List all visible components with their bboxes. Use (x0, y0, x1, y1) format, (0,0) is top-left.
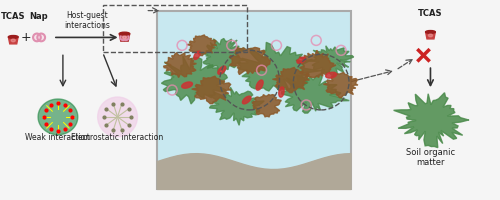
Polygon shape (192, 76, 231, 104)
Polygon shape (200, 38, 245, 73)
Ellipse shape (426, 31, 436, 33)
Ellipse shape (122, 36, 126, 39)
Polygon shape (164, 53, 196, 78)
Polygon shape (296, 50, 336, 77)
Ellipse shape (8, 36, 18, 38)
Polygon shape (38, 99, 78, 135)
Polygon shape (308, 46, 354, 76)
Text: Soil organic
matter: Soil organic matter (406, 148, 455, 167)
Polygon shape (120, 34, 130, 41)
Ellipse shape (120, 32, 130, 35)
Text: Host-guest
interactions: Host-guest interactions (64, 11, 110, 30)
Polygon shape (238, 42, 325, 91)
Polygon shape (279, 87, 284, 97)
Polygon shape (208, 87, 264, 125)
Polygon shape (162, 56, 228, 104)
Polygon shape (218, 66, 226, 74)
Circle shape (98, 97, 138, 137)
Circle shape (124, 35, 128, 40)
Polygon shape (158, 154, 351, 189)
Ellipse shape (428, 34, 432, 37)
Text: Weak interaction: Weak interaction (26, 133, 90, 142)
Text: Electrostatic interaction: Electrostatic interaction (72, 133, 164, 142)
Text: Nap: Nap (30, 12, 48, 21)
Polygon shape (426, 32, 436, 39)
Text: TCAS: TCAS (418, 9, 442, 18)
Polygon shape (8, 37, 18, 44)
Polygon shape (282, 74, 350, 113)
Polygon shape (230, 47, 270, 75)
Polygon shape (252, 95, 282, 117)
Polygon shape (182, 82, 192, 88)
Polygon shape (297, 57, 306, 63)
Circle shape (33, 34, 41, 41)
Circle shape (38, 34, 45, 41)
FancyBboxPatch shape (158, 11, 351, 189)
Circle shape (120, 35, 126, 40)
Polygon shape (272, 67, 310, 93)
Polygon shape (394, 93, 469, 148)
Ellipse shape (11, 39, 16, 42)
Polygon shape (187, 35, 216, 56)
Text: TCAS: TCAS (1, 12, 25, 21)
Polygon shape (242, 96, 251, 104)
Text: +: + (21, 31, 32, 44)
Polygon shape (194, 51, 200, 60)
Polygon shape (324, 72, 358, 98)
Polygon shape (326, 72, 336, 78)
Polygon shape (256, 80, 263, 90)
